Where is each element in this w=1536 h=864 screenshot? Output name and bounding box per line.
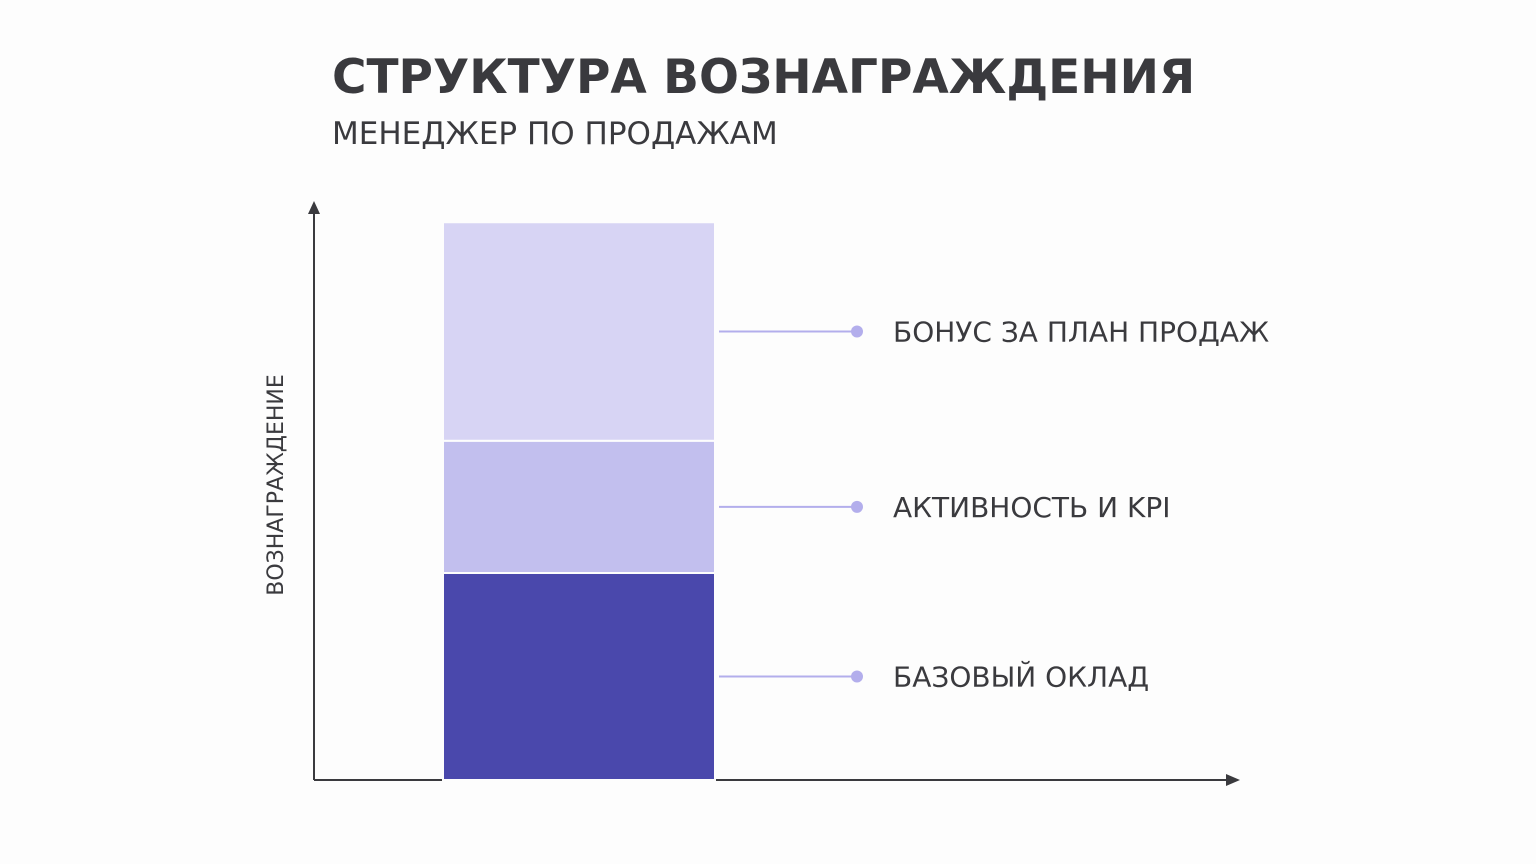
- bar-segment: [442, 221, 716, 442]
- legend-label: БОНУС ЗА ПЛАН ПРОДАЖ: [893, 316, 1269, 349]
- x-axis-arrow: [1226, 774, 1240, 786]
- bar-segment: [442, 572, 716, 781]
- legend-label: АКТИВНОСТЬ И KPI: [893, 491, 1171, 524]
- y-axis-arrow: [308, 201, 320, 214]
- leader-dot: [851, 500, 863, 513]
- y-axis-label: ВОЗНАГРАЖДЕНИЕ: [264, 374, 289, 596]
- leader-dot: [851, 325, 863, 338]
- leader-dot: [851, 670, 863, 683]
- legend-label: БАЗОВЫЙ ОКЛАД: [893, 660, 1149, 694]
- chart-title: СТРУКТУРА ВОЗНАГРАЖДЕНИЯ: [332, 50, 1195, 105]
- bar-segment: [442, 439, 716, 574]
- chart-subtitle: МЕНЕДЖЕР ПО ПРОДАЖАМ: [332, 116, 778, 152]
